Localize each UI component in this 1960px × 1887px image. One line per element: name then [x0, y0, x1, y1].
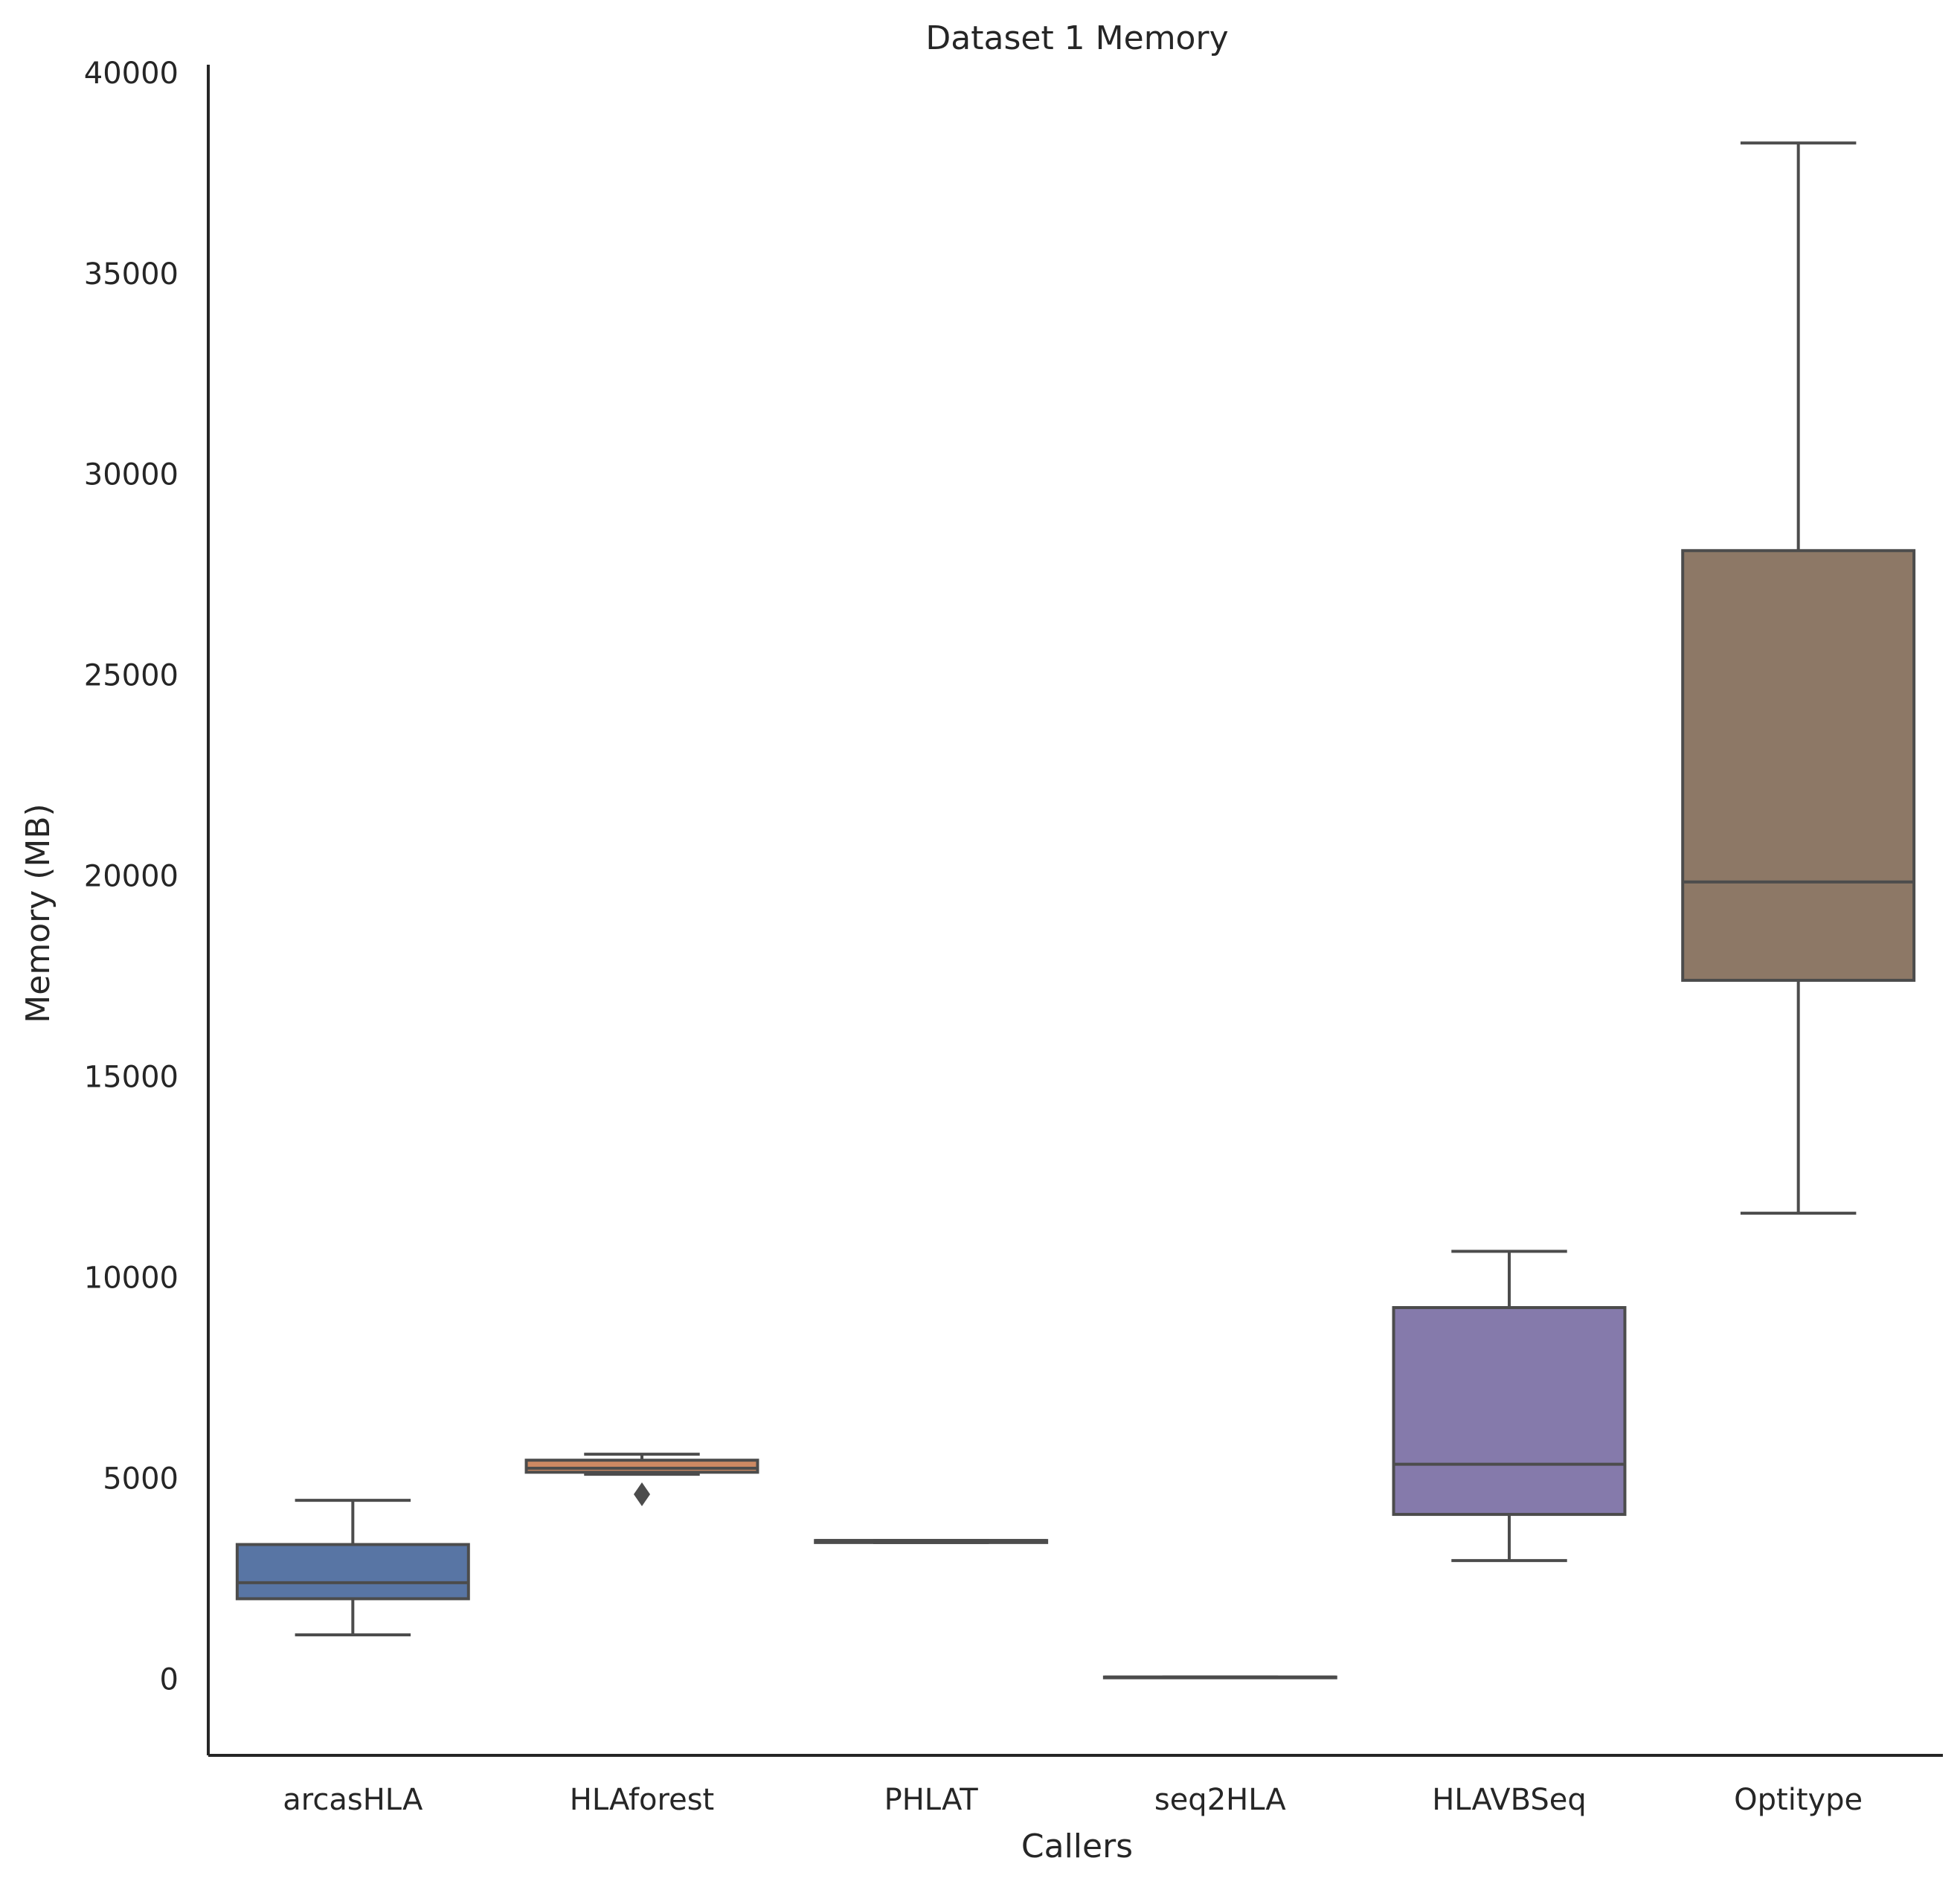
box-group-Optitype [1681, 141, 1916, 1215]
y-tick-label: 5000 [103, 1462, 179, 1496]
x-tick-label: PHLAT [884, 1783, 979, 1817]
box [1392, 1306, 1627, 1517]
y-tick-label: 35000 [84, 257, 179, 292]
box-group-HLAforest [524, 1453, 759, 1507]
y-tick-label: 15000 [84, 1061, 179, 1095]
y-tick-label: 20000 [84, 860, 179, 894]
x-axis-title: Callers [1021, 1827, 1133, 1865]
box [524, 1459, 759, 1474]
y-axis-ticks: 0 5000 10000 15000 20000 25000 30000 35000 40000 [84, 57, 179, 1697]
box-group-seq2HLA [1102, 1675, 1337, 1679]
x-tick-label: HLAforest [570, 1783, 714, 1817]
x-tick-label: arcasHLA [283, 1783, 423, 1817]
y-tick-label: 25000 [84, 659, 179, 693]
box-group-HLAVBSeq [1392, 1250, 1627, 1563]
box-group-arcasHLA [235, 1499, 470, 1637]
box-group-PHLAT [814, 1539, 1049, 1544]
boxes [235, 141, 1916, 1679]
x-tick-label: Optitype [1734, 1783, 1863, 1817]
y-tick-label: 40000 [84, 57, 179, 91]
y-tick-label: 10000 [84, 1261, 179, 1296]
y-tick-label: 0 [160, 1662, 179, 1697]
y-tick-label: 30000 [84, 458, 179, 492]
y-axis-title: Memory (MB) [19, 803, 57, 1023]
box [235, 1543, 470, 1601]
box [1681, 549, 1916, 982]
x-tick-label: seq2HLA [1154, 1783, 1287, 1817]
x-tick-label: HLAVBSeq [1432, 1783, 1587, 1817]
x-axis-ticks: arcasHLA HLAforest PHLAT seq2HLA HLAVBSeq Opt… [283, 1783, 1863, 1817]
chart-title: Dataset 1 Memory [925, 19, 1228, 57]
outlier-point [634, 1482, 650, 1507]
